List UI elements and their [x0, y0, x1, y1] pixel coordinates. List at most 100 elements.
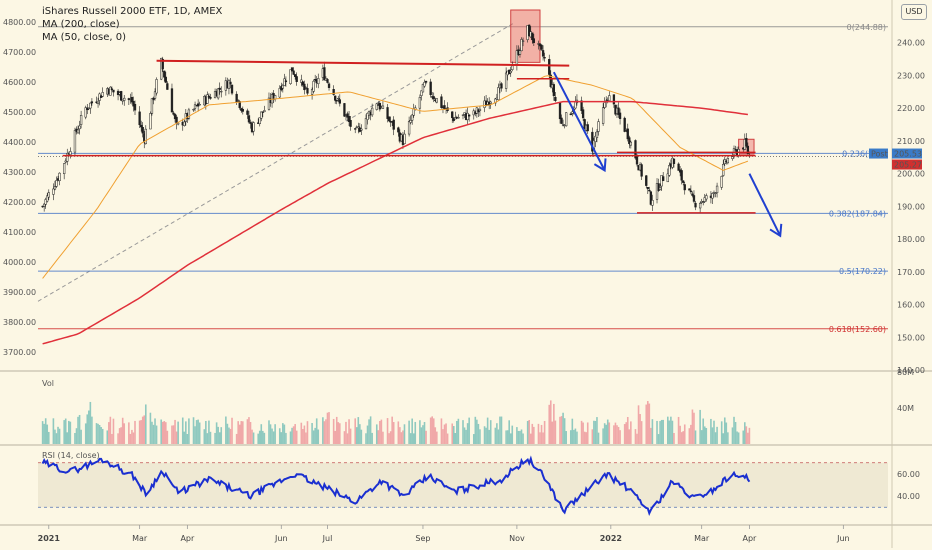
candle-body	[198, 104, 201, 106]
candle-body	[457, 117, 460, 119]
candle-body	[461, 114, 465, 116]
candle-body	[429, 81, 432, 95]
candle-body	[711, 193, 714, 199]
candle-body	[635, 156, 639, 165]
left-tick-label: 4400.00	[3, 138, 36, 147]
volume-bar	[58, 428, 61, 444]
candle-body	[332, 89, 335, 95]
volume-bar	[174, 419, 176, 444]
candle-body	[110, 88, 114, 90]
volume-bar	[272, 431, 275, 444]
volume-bar	[710, 418, 712, 444]
volume-bar	[55, 433, 58, 444]
candle-body	[52, 188, 55, 195]
volume-title: Vol	[42, 379, 54, 388]
volume-bar	[235, 433, 238, 444]
volume-bar	[662, 419, 664, 444]
volume-bar	[111, 433, 113, 444]
projection-arrow	[552, 71, 607, 173]
volume-bar	[733, 416, 735, 444]
rsi-title: RSI (14, close)	[42, 451, 100, 460]
candle-body	[44, 199, 47, 205]
candle-body	[618, 112, 622, 119]
volume-bar	[67, 420, 70, 444]
candle-body	[452, 118, 455, 121]
volume-bar	[682, 431, 684, 444]
volume-bar	[66, 432, 69, 444]
candle-body	[504, 72, 508, 89]
candle-body	[317, 78, 320, 85]
volume-bar	[215, 422, 218, 444]
volume-bar	[422, 425, 424, 444]
x-tick-label: 2021	[38, 534, 61, 543]
volume-bar	[748, 427, 751, 444]
volume-bar	[44, 418, 47, 444]
volume-bar	[289, 431, 292, 444]
volume-bar	[379, 421, 381, 444]
volume-bar	[608, 422, 611, 444]
volume-bar	[120, 427, 122, 444]
volume-bar	[192, 417, 195, 444]
fib-level-label: 0.5(170.22)	[839, 267, 886, 276]
candle-body	[435, 98, 438, 103]
volume-bar	[151, 421, 153, 444]
x-tick-label: Nov	[509, 534, 525, 543]
x-tick-label: Mar	[694, 534, 710, 543]
volume-bar	[343, 431, 346, 444]
volume-bar	[565, 431, 567, 444]
volume-bar	[520, 429, 523, 444]
candle-body	[230, 84, 234, 94]
volume-bar	[335, 416, 338, 444]
volume-bar	[560, 416, 563, 444]
candle-body	[132, 101, 135, 107]
right-tick-label: 220.00	[897, 104, 925, 113]
candle-body	[521, 40, 525, 42]
candle-body	[130, 97, 134, 103]
candle-body	[229, 81, 232, 85]
volume-bar	[186, 433, 189, 444]
volume-bar	[86, 414, 89, 444]
volume-bar	[436, 431, 438, 444]
volume-bar	[278, 428, 281, 444]
volume-bar	[238, 424, 241, 444]
currency-badge[interactable]: USD	[901, 4, 927, 20]
x-tick-label: Jun	[274, 534, 288, 543]
volume-bar	[569, 430, 572, 444]
candle-body	[295, 76, 298, 82]
volume-bar	[639, 414, 641, 444]
candle-body	[109, 86, 112, 96]
x-tick-label: 2022	[600, 534, 622, 543]
volume-bar	[188, 418, 190, 444]
volume-bar	[657, 434, 660, 444]
candle-body	[594, 135, 597, 142]
candle-body	[541, 50, 545, 57]
volume-bar	[97, 423, 99, 444]
candle-body	[500, 83, 503, 89]
volume-bar	[466, 423, 469, 444]
left-tick-label: 4700.00	[3, 48, 36, 57]
candle-body	[289, 69, 292, 84]
volume-bar	[326, 412, 329, 444]
rsi-pane: 40.00 60.00 RSI (14, close)	[38, 451, 920, 516]
arrow-shaft	[552, 71, 606, 171]
candle-body	[540, 44, 543, 50]
left-tick-label: 3900.00	[3, 288, 36, 297]
candle-body	[509, 70, 512, 74]
candle-body	[249, 122, 252, 124]
volume-bar	[457, 418, 460, 444]
candle-body	[494, 98, 497, 104]
volume-bar	[462, 420, 464, 444]
fib-level-label: 0.382(187.84)	[829, 209, 886, 218]
volume-bar	[392, 422, 395, 444]
volume-bar	[431, 416, 434, 444]
candle-body	[617, 107, 620, 115]
candle-body	[55, 180, 58, 187]
volume-bar	[489, 420, 492, 444]
candle-body	[349, 120, 352, 127]
volume-bar	[291, 427, 293, 444]
candle-body	[238, 101, 241, 109]
candle-body	[76, 129, 80, 134]
volume-bar	[365, 433, 367, 444]
volume-bar	[500, 416, 503, 444]
candle-body	[612, 94, 616, 105]
